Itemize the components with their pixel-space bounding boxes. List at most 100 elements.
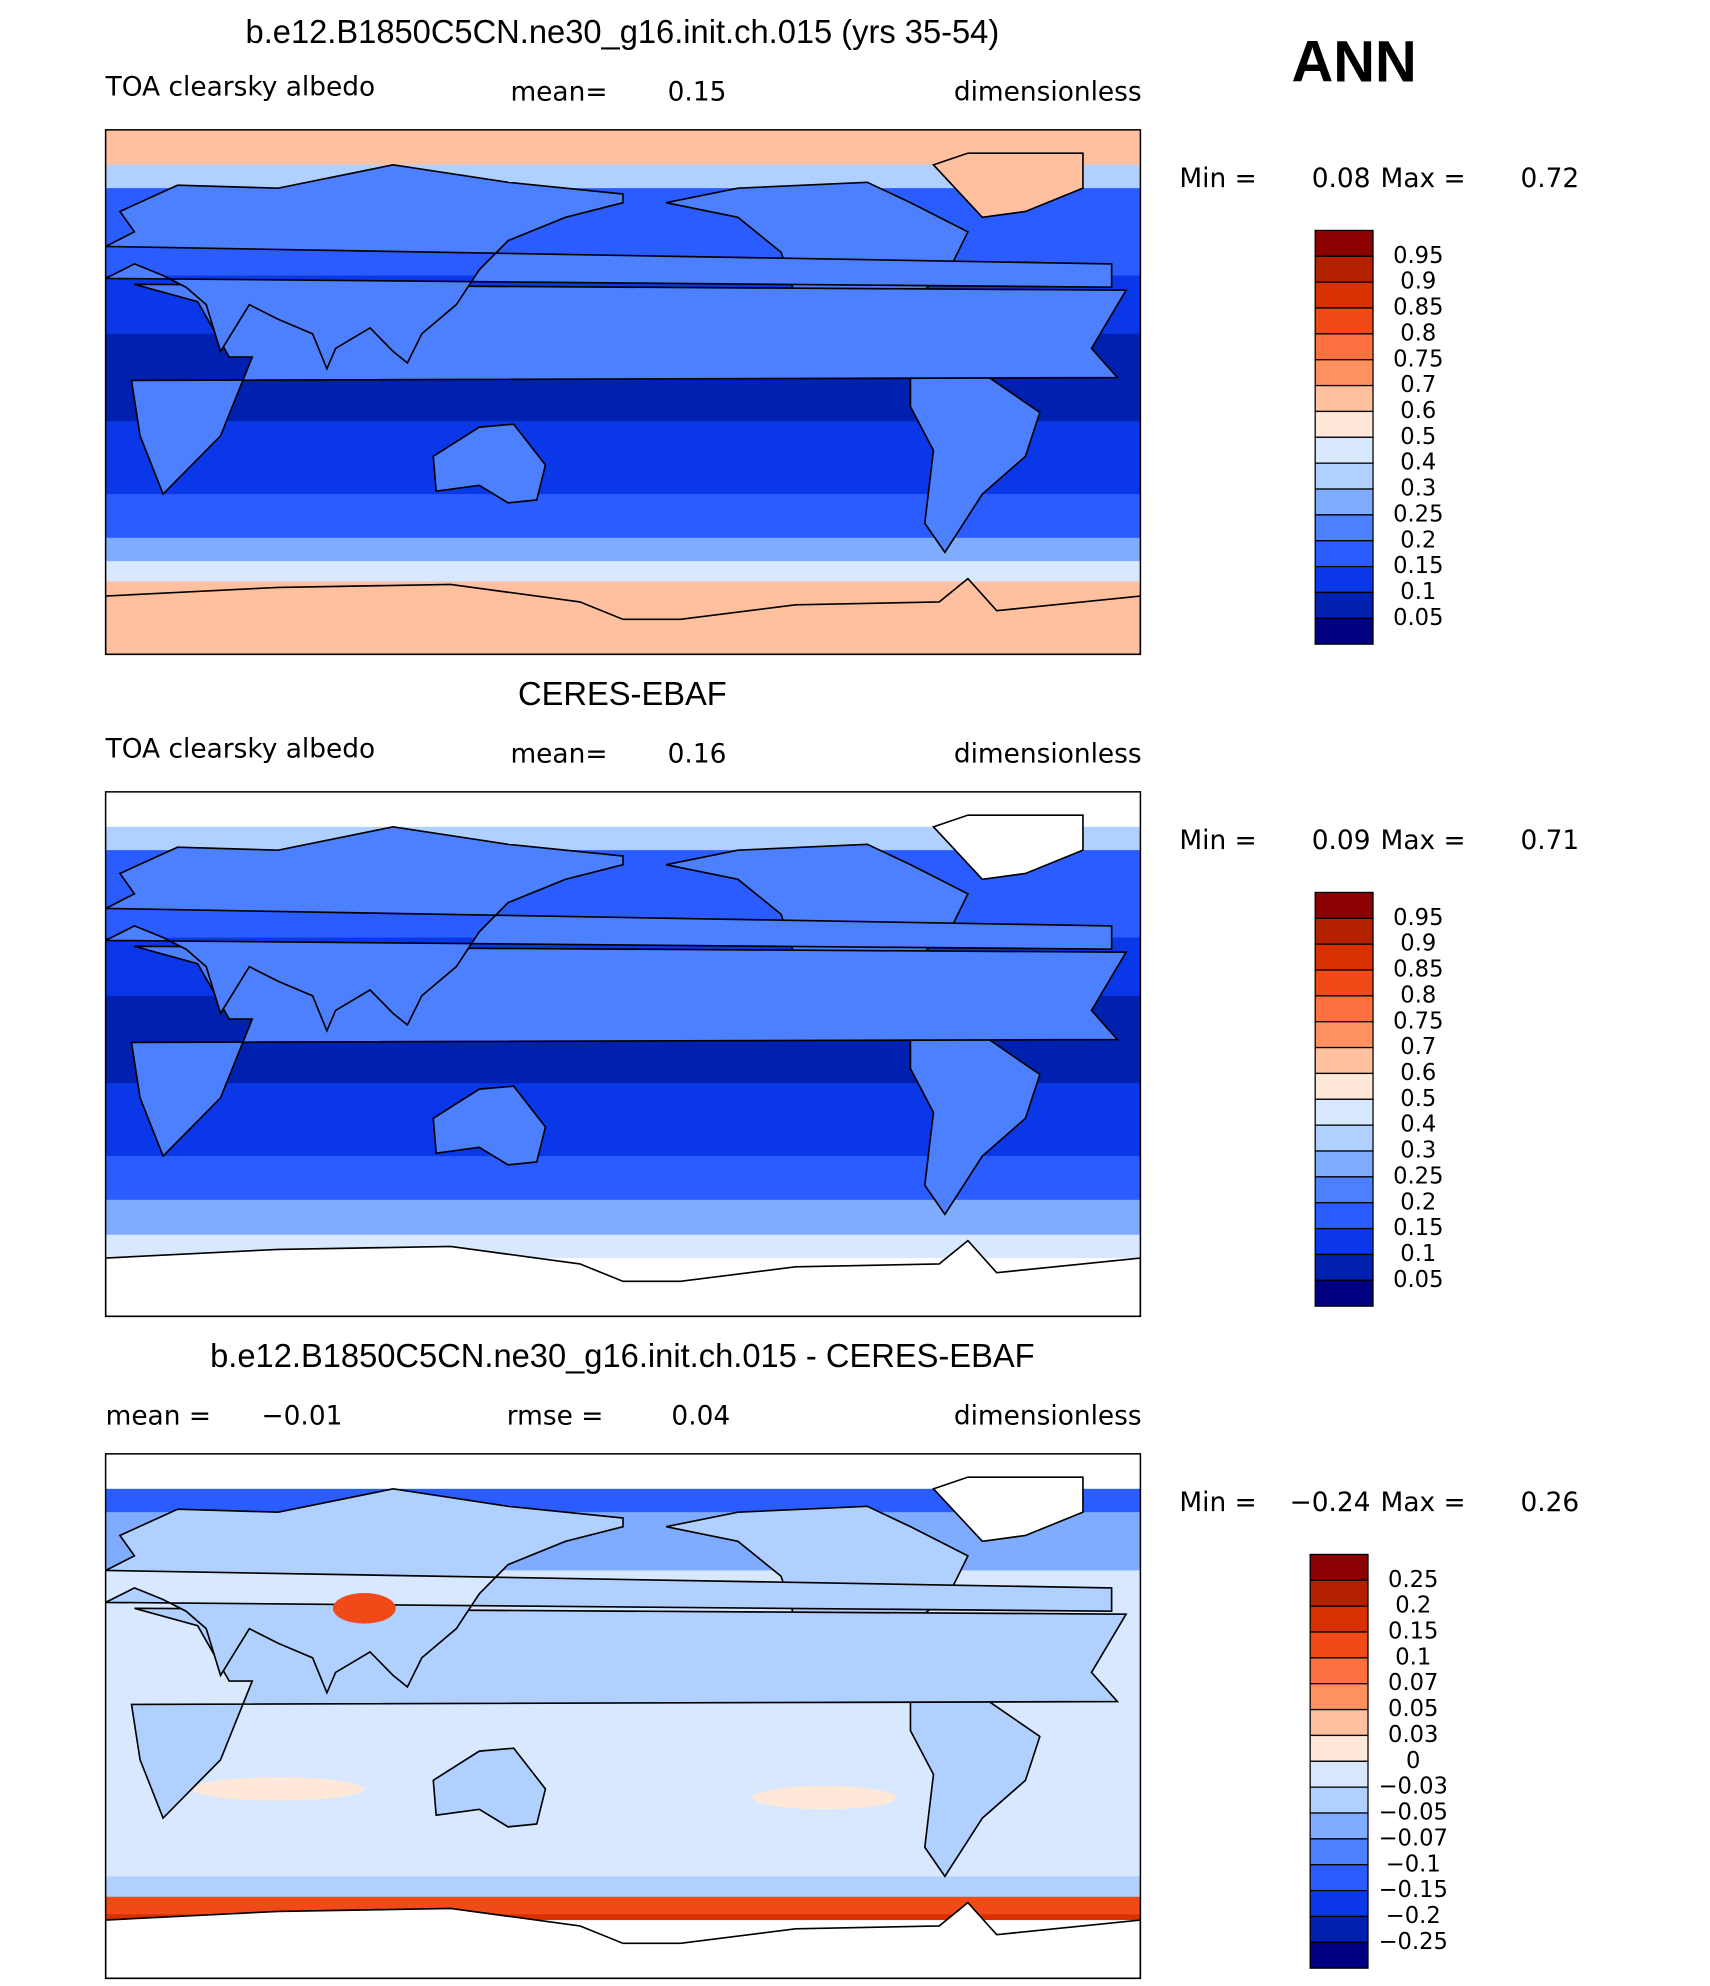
coastline (105, 1488, 1113, 1695)
color-box (1309, 1631, 1369, 1659)
min-value: 0.08 (1312, 163, 1371, 194)
color-box (1314, 540, 1374, 568)
colorbar-label: 0.3 (1400, 1137, 1436, 1163)
color-box (1314, 281, 1374, 309)
max-label: Max = (1381, 163, 1466, 194)
field-patch (752, 1786, 897, 1810)
coastline (0, 165, 77, 369)
colorbar-label: 0.1 (1395, 1644, 1431, 1670)
coastline (105, 1901, 1141, 1979)
color-box (1314, 1150, 1374, 1178)
colorbar-label: 0.05 (1393, 605, 1443, 631)
color-box (1309, 1812, 1369, 1840)
color-box (1314, 436, 1374, 464)
colorbar-label: 0.85 (1393, 956, 1443, 982)
rmse-label: rmse = (507, 1400, 604, 1431)
coastline (1701, 844, 1710, 995)
color-box (1314, 1279, 1374, 1307)
max-label: Max = (1381, 825, 1466, 856)
panel-title: b.e12.B1850C5CN.ne30_g16.init.ch.015 (yr… (246, 13, 1000, 50)
coastline (909, 1686, 1041, 1878)
map (0, 1453, 1710, 1979)
coastline (0, 1477, 48, 1541)
map-frame (104, 791, 1142, 1318)
color-box (1314, 1202, 1374, 1230)
color-box (1314, 255, 1374, 283)
color-box (1314, 514, 1374, 542)
color-box (1314, 1046, 1374, 1075)
color-box (1314, 307, 1374, 335)
units-label: dimensionless (954, 1400, 1142, 1431)
color-box (1309, 1838, 1369, 1866)
coastline (931, 152, 1084, 219)
colorbar-label: 0.7 (1400, 372, 1436, 398)
coastline (432, 1747, 547, 1828)
coastline (931, 814, 1084, 881)
panel-title: CERES-EBAF (518, 675, 727, 712)
season-label: ANN (1292, 29, 1417, 94)
color-box (1314, 565, 1374, 594)
rmse-value: 0.04 (671, 1400, 730, 1431)
map (0, 791, 1710, 1317)
field-band (105, 1914, 1141, 1921)
colorbar-label: 0.15 (1393, 553, 1443, 579)
color-box (1309, 1708, 1369, 1737)
color-box (1309, 1579, 1369, 1607)
colorbar-label: 0.5 (1400, 1086, 1436, 1112)
colorbar-label: 0.05 (1388, 1696, 1438, 1722)
colorbar-label: 0.95 (1393, 243, 1443, 269)
colorbar-label: 0 (1406, 1748, 1420, 1774)
map-frame (104, 129, 1142, 656)
color-box (1314, 333, 1374, 361)
coastline (0, 1608, 91, 1818)
colorbar-label: 0.85 (1393, 294, 1443, 320)
coastline (105, 577, 1141, 655)
min-label: Min = (1179, 163, 1256, 194)
coastline (0, 1489, 77, 1693)
colorbar-label: 0.15 (1393, 1215, 1443, 1241)
colorbar-label: 0.03 (1388, 1722, 1438, 1748)
color-box (1314, 1098, 1374, 1126)
color-box (1314, 462, 1374, 490)
color-box (1314, 1227, 1374, 1256)
min-value: −0.24 (1290, 1487, 1371, 1518)
coastline (105, 1919, 107, 1979)
colorbar-label: −0.2 (1386, 1903, 1441, 1929)
colorbar-label: 0.4 (1400, 1112, 1436, 1138)
colorbar-label: −0.15 (1379, 1877, 1448, 1903)
colorbar-label: 0.3 (1400, 475, 1436, 501)
coastline (1701, 1506, 1710, 1657)
max-label: Max = (1381, 1487, 1466, 1518)
color-box (1314, 969, 1374, 997)
coastline (105, 1239, 1141, 1317)
coastline (909, 1024, 1041, 1216)
map-frame (104, 1453, 1142, 1980)
color-box (1309, 1734, 1369, 1762)
color-box (1314, 943, 1374, 971)
color-box (1314, 891, 1374, 919)
colorbar-label: 0.75 (1393, 346, 1443, 372)
coastline (105, 164, 1113, 371)
color-box (1309, 1915, 1369, 1943)
color-box (1314, 1021, 1374, 1049)
color-box (1309, 1864, 1369, 1892)
panel-title: b.e12.B1850C5CN.ne30_g16.init.ch.015 - C… (210, 1337, 1035, 1374)
color-box (1314, 229, 1374, 257)
coastline (105, 595, 107, 655)
max-value: 0.72 (1520, 163, 1579, 194)
variable-label: TOA clearsky albedo (105, 733, 376, 764)
coastline (1468, 1748, 1580, 1827)
coastline (931, 1476, 1084, 1543)
colorbar-label: 0.2 (1400, 527, 1436, 553)
color-box (1314, 617, 1374, 645)
colorbar-label: 0.05 (1393, 1267, 1443, 1293)
colorbar-label: 0.2 (1400, 1189, 1436, 1215)
colorbar-label: 0.8 (1400, 982, 1436, 1008)
min-value: 0.09 (1312, 825, 1371, 856)
variable-label: TOA clearsky albedo (105, 71, 376, 102)
colorbar-label: 0.6 (1400, 398, 1436, 424)
color-box (1314, 359, 1374, 387)
color-box (1309, 1786, 1369, 1814)
coastline (0, 946, 91, 1156)
field-patch (191, 1777, 365, 1801)
